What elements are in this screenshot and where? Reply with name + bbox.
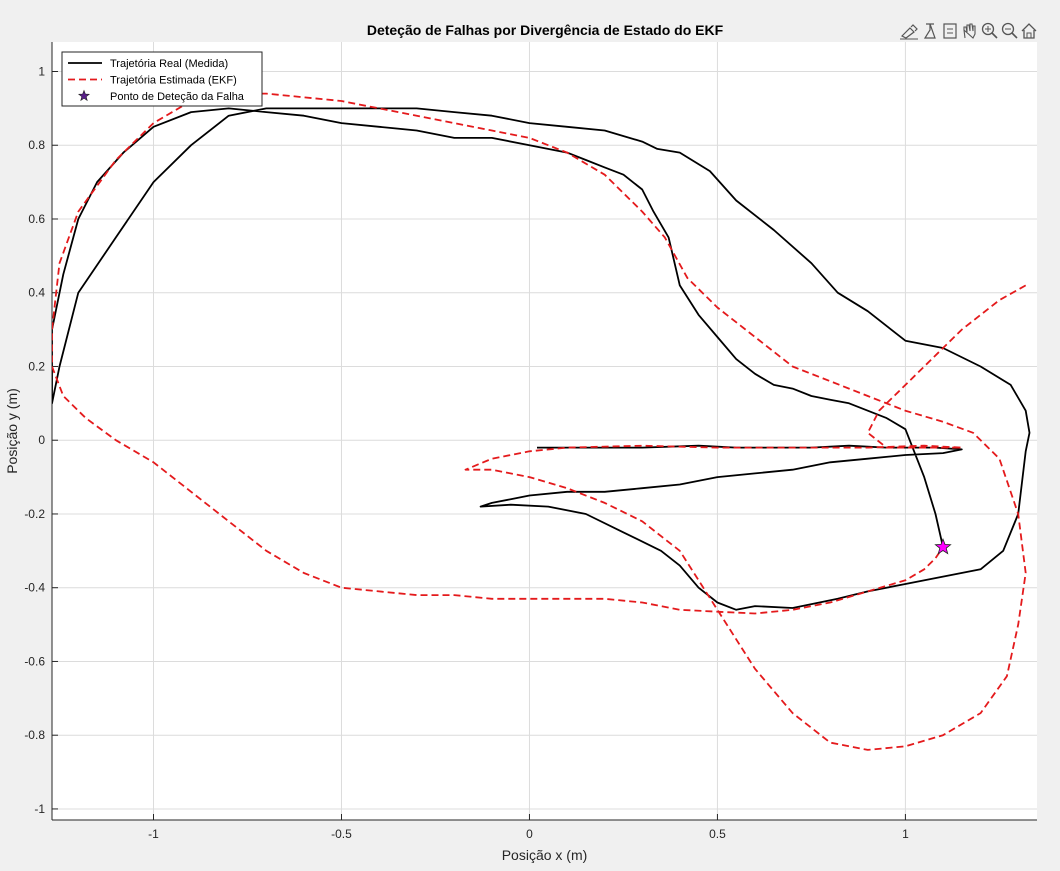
y-tick-label: -1 (34, 802, 45, 816)
y-axis-label: Posição y (m) (4, 388, 20, 474)
axes-background (52, 42, 1037, 820)
y-tick-label: 1 (38, 64, 45, 78)
plot-area: -1 -0.5 0 0.5 1 -1 -0.8 -0.6 -0.4 -0.2 0 0.2 0.4 0.6 0… (4, 42, 1037, 863)
legend-label: Trajetória Estimada (EKF) (110, 75, 237, 87)
pan-hand-icon[interactable] (963, 23, 976, 39)
home-icon[interactable] (1021, 23, 1037, 39)
x-axis-label: Posição x (m) (502, 847, 588, 863)
y-tick-label: 0.4 (28, 286, 45, 300)
y-tick-label: -0.4 (24, 581, 45, 595)
export-icon[interactable] (943, 23, 957, 39)
legend-marker-star (77, 89, 91, 102)
datatip-icon[interactable] (923, 23, 936, 39)
y-tick-label: -0.8 (24, 728, 45, 742)
x-tick-label: -1 (148, 827, 159, 841)
y-tick-label: 0.2 (28, 359, 45, 373)
zoom-out-icon[interactable] (1001, 22, 1018, 39)
y-tick-label: 0 (38, 433, 45, 447)
y-tick-label: -0.6 (24, 654, 45, 668)
x-tick-label: 0 (526, 827, 533, 841)
x-tick-label: 0.5 (709, 827, 726, 841)
legend-label: Ponto de Deteção da Falha (110, 91, 245, 103)
legend-label: Trajetória Real (Medida) (110, 58, 228, 70)
axes-toolbar (900, 22, 1037, 40)
y-tick-label: 0.8 (28, 138, 45, 152)
brush-icon[interactable] (900, 24, 918, 40)
y-tick-label: 0.6 (28, 212, 45, 226)
zoom-in-icon[interactable] (981, 22, 998, 39)
x-tick-label: 1 (902, 827, 909, 841)
y-tick-label: -0.2 (24, 507, 45, 521)
ekf-estimated-trajectory-line (52, 92, 1027, 751)
x-tick-label: -0.5 (331, 827, 352, 841)
real-trajectory-line (52, 107, 1031, 611)
fault-detection-point (934, 537, 952, 555)
chart-title: Deteção de Falhas por Divergência de Est… (367, 22, 724, 38)
